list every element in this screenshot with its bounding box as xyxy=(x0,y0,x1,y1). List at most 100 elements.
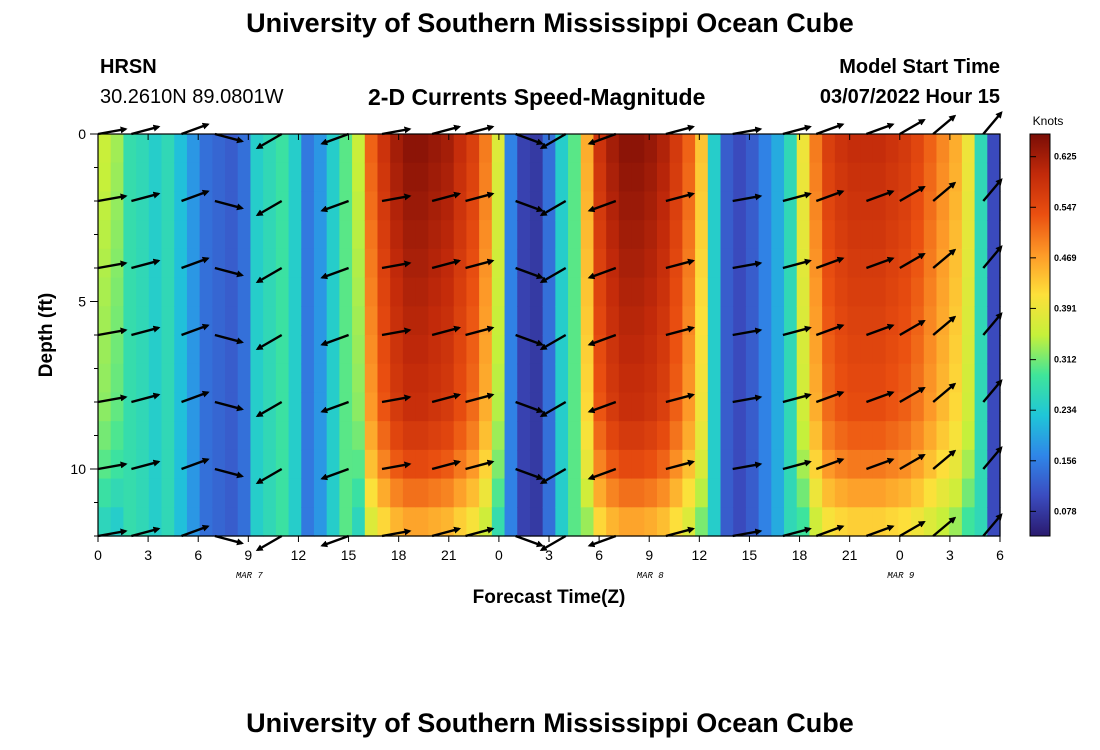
current-vector xyxy=(932,449,957,470)
heatmap-cell xyxy=(212,162,226,193)
heatmap-cell xyxy=(339,220,353,250)
current-vector xyxy=(665,459,695,471)
heatmap-cell xyxy=(720,335,734,365)
heatmap-cell xyxy=(212,277,226,307)
heatmap-cell xyxy=(949,277,963,307)
current-vector xyxy=(181,256,210,270)
heatmap-cell xyxy=(313,507,328,537)
current-vector xyxy=(515,199,544,213)
heatmap-cell xyxy=(796,277,811,307)
heatmap-cell xyxy=(542,335,556,365)
heatmap-cell xyxy=(225,335,239,365)
heatmap-cell xyxy=(529,220,544,250)
heatmap-cell xyxy=(923,478,938,508)
heatmap-cell xyxy=(847,478,861,508)
heatmap-cell xyxy=(606,191,620,221)
heatmap-cell xyxy=(237,220,252,250)
heatmap-cell xyxy=(428,134,442,164)
heatmap-cell xyxy=(949,220,963,250)
heatmap-cell xyxy=(872,363,887,394)
heatmap-cell xyxy=(784,478,798,508)
heatmap-cell xyxy=(212,449,226,480)
heatmap-cell xyxy=(656,363,671,394)
heatmap-cell xyxy=(174,277,188,307)
heatmap-cell xyxy=(237,306,252,336)
current-vector xyxy=(320,132,350,146)
heatmap-cell xyxy=(301,392,315,422)
current-vector xyxy=(899,386,926,404)
heatmap-cell xyxy=(606,507,620,537)
heatmap-cell xyxy=(199,248,213,279)
current-vector xyxy=(815,457,845,471)
current-vector xyxy=(431,392,462,404)
heatmap-cell xyxy=(809,220,823,250)
current-vector xyxy=(515,467,544,481)
heatmap-cell xyxy=(529,478,544,508)
heatmap-cell xyxy=(860,134,874,164)
heatmap-cell xyxy=(796,335,811,365)
heatmap-cell xyxy=(656,449,671,480)
heatmap-cell xyxy=(428,248,442,279)
heatmap-cell xyxy=(352,449,366,480)
heatmap-cell xyxy=(631,162,645,193)
heatmap-cell xyxy=(174,507,188,537)
current-vector xyxy=(865,524,895,538)
heatmap-cell xyxy=(923,220,938,250)
heatmap-cell xyxy=(491,191,506,221)
heatmap-cell xyxy=(288,306,302,336)
heatmap-cell xyxy=(580,478,595,508)
heatmap-cell xyxy=(733,392,747,422)
heatmap-cell xyxy=(199,392,213,422)
heatmap-cell xyxy=(313,421,328,451)
heatmap-cell xyxy=(695,277,709,307)
heatmap-cell xyxy=(148,306,163,336)
heatmap-cell xyxy=(898,162,912,193)
heatmap-cell xyxy=(212,478,226,508)
current-vector xyxy=(181,524,210,538)
current-vector xyxy=(665,191,695,203)
heatmap-cell xyxy=(174,335,188,365)
heatmap-cell xyxy=(987,191,1001,221)
current-vector xyxy=(214,400,244,412)
heatmap-cell xyxy=(568,449,582,480)
current-vector xyxy=(732,394,763,404)
heatmap-cell xyxy=(136,277,150,307)
heatmap-cell xyxy=(352,220,366,250)
current-vector xyxy=(465,459,495,471)
heatmap-cell xyxy=(796,220,811,250)
heatmap-cell xyxy=(161,248,175,279)
heatmap-cell xyxy=(885,392,899,422)
heatmap-cell xyxy=(974,335,988,365)
heatmap-cell xyxy=(428,507,442,537)
heatmap-cell xyxy=(669,449,683,480)
heatmap-cell xyxy=(834,363,849,394)
heatmap-cell xyxy=(263,134,277,164)
heatmap-cell xyxy=(377,134,391,164)
heatmap-cell xyxy=(987,134,1001,164)
heatmap-cell xyxy=(313,449,328,480)
heatmap-cell xyxy=(453,162,468,193)
heatmap-cell xyxy=(186,162,201,193)
current-vector xyxy=(539,199,567,217)
heatmap-cell xyxy=(758,162,772,193)
heatmap-cell xyxy=(415,191,429,221)
heatmap-cell xyxy=(453,220,468,250)
heatmap-cell xyxy=(263,248,277,279)
heatmap-cell xyxy=(326,162,340,193)
heatmap-cell xyxy=(186,220,201,250)
heatmap-cell xyxy=(580,248,595,279)
current-vector xyxy=(320,199,350,213)
heatmap-cell xyxy=(453,421,468,451)
heatmap-cell xyxy=(263,335,277,365)
heatmap-cell xyxy=(949,421,963,451)
heatmap-cell xyxy=(720,134,734,164)
heatmap-cell xyxy=(682,478,696,508)
current-vector xyxy=(320,467,350,481)
heatmap-cell xyxy=(402,335,417,365)
heatmap-cell xyxy=(504,306,518,336)
heatmap-cell xyxy=(860,277,874,307)
heatmap-cell xyxy=(542,507,556,537)
heatmap-cell xyxy=(301,306,315,336)
heatmap-cell xyxy=(707,191,722,221)
heatmap-cell xyxy=(529,134,544,164)
